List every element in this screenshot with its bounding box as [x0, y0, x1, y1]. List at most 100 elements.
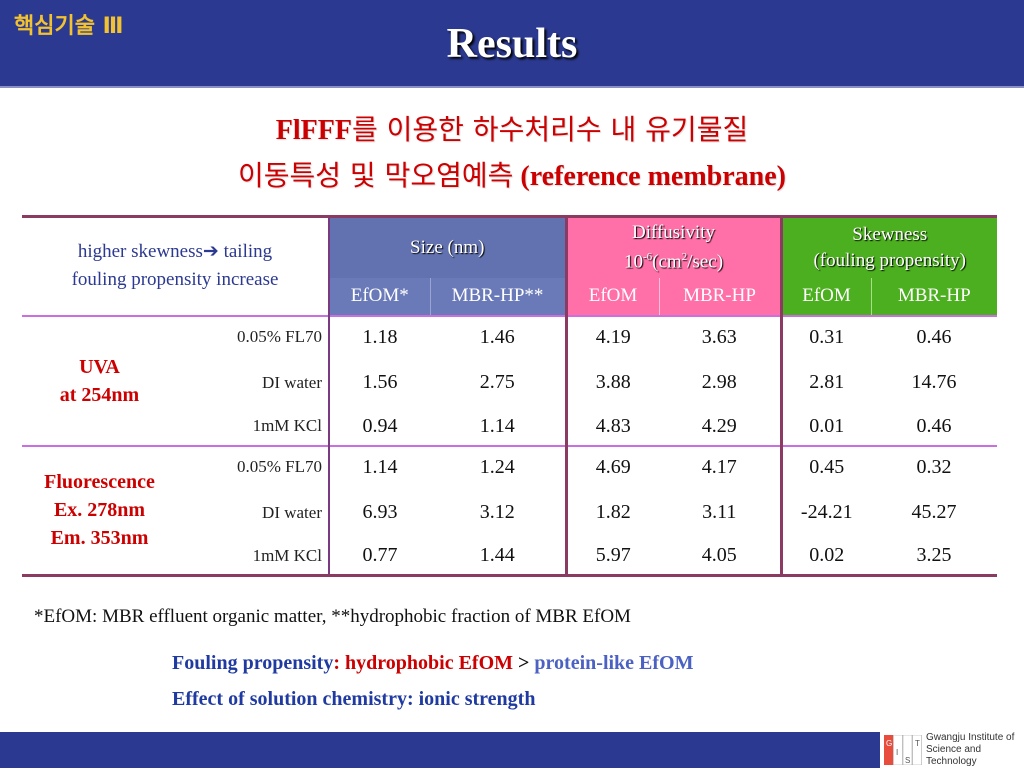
gist-name-line: Science and Technology — [926, 744, 982, 767]
value-cell: 0.45 — [779, 445, 871, 488]
value-cell: 0.02 — [779, 537, 871, 576]
value-cell: 0.77 — [362, 544, 398, 567]
value-cell: 3.63 — [701, 325, 737, 348]
value-cell: 1.46 — [479, 325, 515, 348]
value-cell: 1.82 — [564, 487, 659, 538]
subtitle-membrane: (reference membrane) — [513, 161, 786, 192]
table-row: Fluorescence Ex. 278nm Em. 353nm 0.05% F… — [22, 445, 997, 549]
value-cell: 2.98 — [701, 371, 737, 393]
gist-name: Gwangju Institute of Science and Technol… — [926, 732, 1024, 768]
diffusivity-label: Diffusivity — [631, 222, 716, 244]
logo-letter-i: I — [896, 748, 898, 757]
value-cell: 4.17 — [701, 455, 737, 478]
gist-logo-icon: G I S T — [884, 734, 922, 766]
table-note: higher skewness➔ tailing fouling propens… — [22, 216, 330, 316]
value-cell: 0.31 — [779, 315, 871, 358]
condition-label: 0.05% FL70 — [177, 315, 330, 358]
condition-label: 0.05% FL70 — [177, 445, 330, 488]
footer-bar — [0, 732, 1024, 768]
conclusion-ionic: Effect of solution chemistry: ionic stre… — [172, 688, 536, 710]
diffusivity-unit-sq: 2 — [681, 251, 688, 264]
size-header: Size (nm) — [329, 216, 566, 278]
condition-label: 1mM KCl — [177, 537, 330, 576]
value-cell: 0.46 — [916, 325, 952, 348]
value-cell: 3.12 — [479, 501, 515, 523]
table-row: DI water 1.56 2.75 3.88 2.98 2.81 14.76 — [22, 357, 997, 408]
conclusion-fouling: Fouling propensity: hydrophobic EfOM > p… — [172, 652, 693, 675]
value-cell: 1.44 — [479, 544, 515, 567]
value-cell: 4.05 — [701, 544, 737, 567]
value-cell: 4.83 — [564, 407, 659, 446]
subhead-skew-efom: EfOM — [779, 277, 872, 316]
subhead-size-mbrhp: MBR-HP** — [430, 277, 566, 316]
group-label-line: at 254nm — [59, 383, 140, 406]
group-label-uva: UVA at 254nm — [22, 316, 177, 446]
condition-label: DI water — [177, 487, 330, 538]
value-cell: 14.76 — [911, 371, 957, 393]
value-cell: -24.21 — [779, 487, 871, 538]
footnote: *EfOM: MBR effluent organic matter, **hy… — [34, 606, 631, 627]
conclusion-colon: : — [333, 652, 346, 674]
diffusivity-unit-base: 10 — [623, 251, 643, 273]
conclusion-hydrophobic: hydrophobic EfOM — [345, 652, 514, 674]
table-row: 1mM KCl 0.77 1.44 5.97 4.05 0.02 3.25 — [22, 537, 997, 576]
note-skewness: higher skewness — [77, 241, 203, 263]
subtitle-line-2: 이동특성 및 막오염예측 (reference membrane) — [0, 154, 1024, 194]
group-label-line: Ex. 278nm — [53, 499, 146, 522]
diffusivity-unit-cm: (cm — [652, 251, 682, 273]
subtitle-ko-1: 를 이용한 하수처리수 내 유기물질 — [351, 113, 749, 146]
table-row: UVA at 254nm 0.05% FL70 1.18 1.46 4.19 3… — [22, 315, 997, 406]
condition-label: 1mM KCl — [177, 407, 330, 446]
conclusion-label: Fouling propensity — [172, 652, 334, 674]
value-cell: 0.01 — [779, 407, 871, 446]
subhead-size-efom: EfOM* — [329, 277, 431, 316]
table-row: 1mM KCl 0.94 1.14 4.83 4.29 0.01 0.46 — [22, 407, 997, 446]
group-label-line: Fluorescence — [44, 471, 155, 494]
conclusion-protein-like: protein-like EfOM — [534, 652, 694, 674]
value-cell: 2.75 — [479, 371, 515, 393]
group-label-line: Em. 353nm — [50, 527, 149, 550]
value-cell: 3.11 — [702, 501, 737, 523]
value-cell: 3.88 — [564, 357, 659, 408]
logo-letter-s: S — [905, 756, 910, 765]
value-cell: 6.93 — [362, 501, 398, 523]
value-cell: 0.94 — [362, 414, 398, 437]
diffusivity-header: Diffusivity 10-6(cm2/sec) — [564, 216, 781, 278]
greater-than-icon: > — [513, 652, 535, 674]
note-fouling: fouling propensity increase — [71, 269, 279, 291]
logo-letter-t: T — [915, 739, 920, 748]
condition-label: DI water — [177, 357, 330, 408]
skewness-sublabel: (fouling propensity) — [813, 249, 966, 271]
value-cell: 1.14 — [362, 455, 398, 478]
value-cell: 1.14 — [479, 414, 515, 437]
value-cell: 1.24 — [479, 455, 515, 478]
value-cell: 45.27 — [911, 501, 957, 523]
group-label-fluorescence: Fluorescence Ex. 278nm Em. 353nm — [22, 446, 177, 576]
value-cell: 5.97 — [564, 537, 659, 576]
note-tailing: tailing — [218, 241, 273, 263]
group-label-line: UVA — [79, 355, 120, 378]
value-cell: 2.81 — [779, 357, 871, 408]
title-bar: 핵심기술 Ⅲ Results — [0, 0, 1024, 88]
subtitle-line-1: FlFFF를 이용한 하수처리수 내 유기물질 — [0, 108, 1024, 148]
logo-letter-g: G — [886, 739, 892, 748]
subhead-diff-efom: EfOM — [564, 277, 660, 316]
diffusivity-unit-sec: /sec) — [687, 251, 724, 273]
value-cell: 4.29 — [701, 414, 737, 437]
subtitle-method: FlFFF — [275, 115, 352, 146]
diffusivity-unit-exp: -6 — [642, 251, 653, 264]
skewness-header: Skewness (fouling propensity) — [779, 216, 997, 278]
value-cell: 0.32 — [916, 455, 952, 478]
value-cell: 3.25 — [916, 544, 952, 567]
results-table: higher skewness➔ tailing fouling propens… — [22, 215, 997, 577]
section-tag: 핵심기술 Ⅲ — [14, 14, 124, 39]
value-cell: 4.19 — [564, 315, 659, 358]
value-cell: 0.46 — [916, 414, 952, 437]
gist-name-line: Gwangju Institute of — [926, 732, 1015, 743]
arrow-icon: ➔ — [202, 241, 219, 263]
subtitle-ko-2: 이동특성 및 막오염예측 — [237, 159, 514, 192]
subhead-skew-mbrhp: MBR-HP — [871, 277, 997, 316]
skewness-label: Skewness — [852, 223, 928, 245]
value-cell: 1.18 — [362, 325, 398, 348]
gist-logo: G I S T Gwangju Institute of Science and… — [880, 732, 1024, 768]
